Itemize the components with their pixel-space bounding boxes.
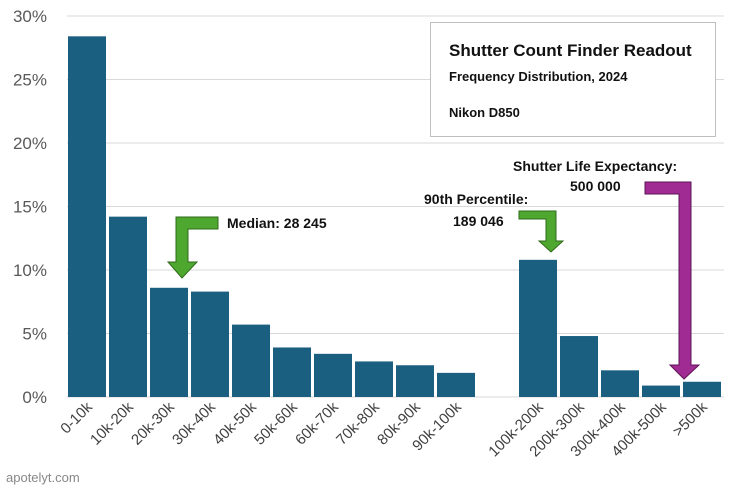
bar-70k-80k [355, 361, 393, 397]
x-tick-label: 0-10k [57, 398, 96, 437]
x-tick-label: 20k-30k [128, 398, 178, 448]
bar-0-10k [68, 36, 106, 397]
x-tick-label: 50k-60k [251, 398, 301, 448]
bar-60k-70k [314, 353, 352, 397]
bar-100k-200k [519, 259, 557, 397]
median-arrow [166, 216, 219, 279]
x-tick-label: 60k-70k [292, 398, 342, 448]
chart-title: Shutter Count Finder Readout [449, 41, 692, 60]
x-tick-label: 30k-40k [169, 398, 219, 448]
watermark: apotelyt.com [6, 470, 80, 485]
y-tick-label: 20% [13, 134, 47, 153]
bar-50k-60k [273, 347, 311, 397]
bar-300k-400k [601, 370, 639, 397]
bar-20k-30k [150, 287, 188, 397]
title-box: Shutter Count Finder Readout Frequency D… [430, 22, 716, 137]
p90-annotation: 90th Percentile: 189 046 [424, 191, 565, 253]
y-tick-label: 5% [22, 325, 47, 344]
p90-label-line2: 189 046 [453, 213, 504, 229]
life-arrow [644, 181, 701, 380]
y-tick-label: 30% [13, 7, 47, 26]
y-tick-label: 10% [13, 261, 47, 280]
bar-90k-100k [437, 372, 475, 397]
bar-400k-500k [642, 385, 680, 397]
median-label: Median: 28 245 [227, 215, 327, 231]
p90-arrow [518, 210, 565, 253]
bar->500k [683, 381, 721, 397]
x-tick-label: 10k-20k [87, 398, 137, 448]
x-tick-label: 40k-50k [210, 398, 260, 448]
bar-200k-300k [560, 336, 598, 397]
life-label-line1: Shutter Life Expectancy: [513, 158, 677, 174]
y-tick-label: 25% [13, 71, 47, 90]
life-annotation: Shutter Life Expectancy: 500 000 [513, 158, 701, 380]
x-tick-label: >500k [670, 398, 712, 440]
y-tick-label: 0% [22, 388, 47, 407]
bar-10k-20k [109, 216, 147, 397]
camera-label: Nikon D850 [449, 105, 520, 120]
y-tick-label: 15% [13, 198, 47, 217]
p90-label-line1: 90th Percentile: [424, 191, 528, 207]
bar-80k-90k [396, 365, 434, 397]
chart-subtitle: Frequency Distribution, 2024 [449, 69, 628, 84]
median-annotation: Median: 28 245 [166, 215, 327, 279]
bar-40k-50k [232, 324, 270, 397]
life-label-line2: 500 000 [570, 178, 621, 194]
bar-30k-40k [191, 291, 229, 397]
x-tick-label: 70k-80k [333, 398, 383, 448]
